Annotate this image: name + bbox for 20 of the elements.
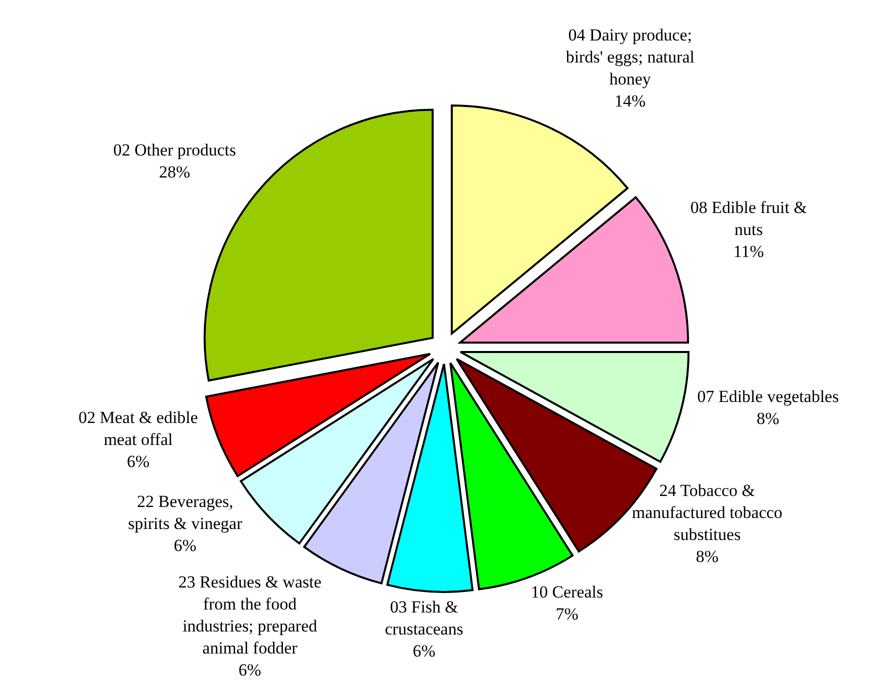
data-label: 14% xyxy=(614,91,646,110)
data-label: 6% xyxy=(126,452,150,471)
slice-label: 07 Edible vegetables xyxy=(697,387,839,406)
data-label: 6% xyxy=(174,536,196,555)
slice-label: 24 Tobacco & manufactured tobacco substitues xyxy=(632,480,782,544)
slice-label: 03 Fish & crustaceans xyxy=(384,597,464,638)
slice-label: 08 Edible fruit & nuts xyxy=(690,198,807,239)
slice-label: 02 Meat & edible meat offal xyxy=(78,408,198,449)
data-label: 8% xyxy=(696,546,718,566)
slice-label: 02 Other products xyxy=(113,140,236,160)
slice-label: 04 Dairy produce; birds' eggs; natural honey xyxy=(566,25,695,88)
data-label: 11% xyxy=(733,242,764,261)
data-label: 6% xyxy=(412,641,436,660)
data-label: 6% xyxy=(238,660,262,680)
data-label: 28% xyxy=(159,162,190,182)
data-label: 8% xyxy=(756,409,780,428)
slice-label: 23 Residues & waste from the food industries; prepared animal fodder xyxy=(178,572,322,658)
data-label: 7% xyxy=(556,604,578,624)
slice-label: 10 Cereals xyxy=(530,582,604,602)
slice-label: 22 Beverages, spirits & vinegar xyxy=(128,492,243,533)
